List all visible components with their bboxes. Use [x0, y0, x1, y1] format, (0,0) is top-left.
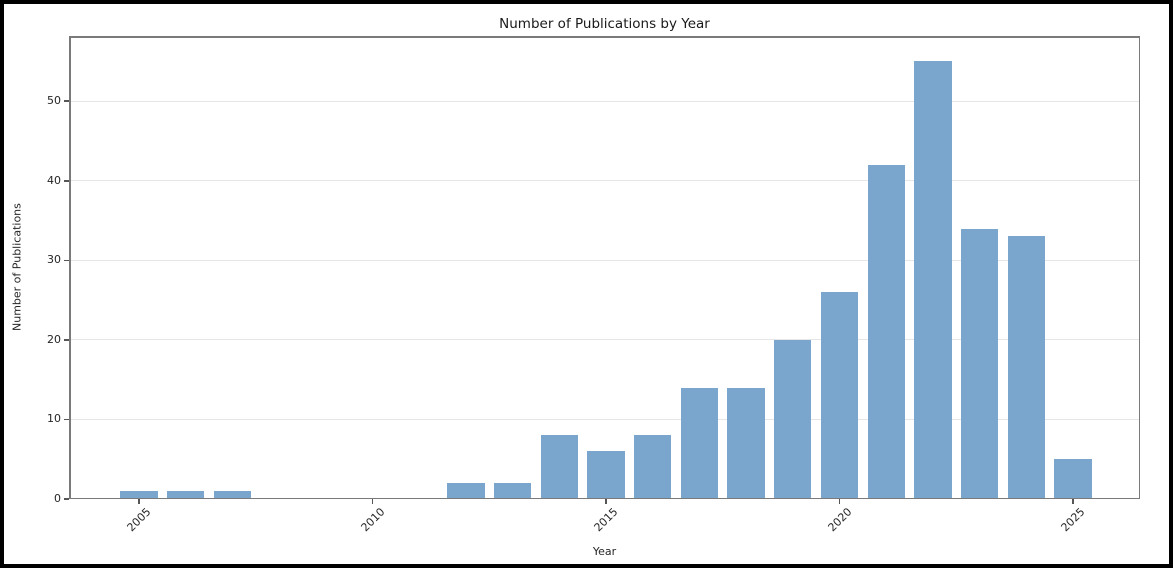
- y-gridline: [69, 259, 1140, 261]
- y-gridline: [69, 339, 1140, 341]
- bar-2005: [120, 491, 158, 499]
- x-tick-label: 2020: [824, 505, 854, 535]
- chart-title: Number of Publications by Year: [499, 16, 710, 32]
- bar-2015: [587, 451, 625, 499]
- y-gridline: [69, 100, 1140, 102]
- bar-2019: [774, 339, 812, 499]
- x-tick-mark: [605, 499, 607, 504]
- bar-2023: [960, 228, 999, 499]
- bar-2012: [447, 483, 485, 499]
- y-tick-label: 30: [47, 253, 61, 267]
- spine-left: [69, 36, 71, 499]
- y-gridline: [69, 418, 1140, 420]
- bar-2022: [914, 61, 952, 499]
- y-tick-mark: [64, 259, 69, 262]
- y-tick-label: 0: [54, 492, 61, 505]
- bar-2013: [493, 483, 532, 499]
- bar-2024: [1007, 236, 1045, 499]
- y-tick-mark: [64, 100, 69, 102]
- y-tick-label: 50: [47, 94, 61, 108]
- x-tick-label: 2015: [591, 505, 621, 535]
- bar-2007: [213, 491, 252, 499]
- y-tick-mark: [64, 339, 69, 341]
- y-tick-label: 40: [47, 173, 61, 187]
- bar-2021: [867, 164, 905, 499]
- x-tick-label: 2025: [1058, 505, 1088, 535]
- x-tick-mark: [138, 499, 140, 504]
- x-tick-mark: [371, 499, 374, 504]
- y-tick-mark: [64, 418, 69, 421]
- bar-2017: [680, 387, 719, 499]
- bar-2020: [820, 292, 859, 499]
- spine-bottom: [69, 497, 1140, 499]
- x-tick-mark: [838, 499, 841, 504]
- bar-2006: [167, 491, 205, 499]
- bar-2025: [1054, 459, 1092, 499]
- plot-area: [69, 36, 1140, 499]
- y-tick-mark: [64, 180, 69, 182]
- x-tick-label: 2010: [357, 505, 387, 535]
- x-tick-label: 2005: [124, 505, 154, 535]
- bar-2018: [727, 387, 765, 499]
- y-tick-label: 10: [47, 412, 61, 426]
- y-gridline: [69, 180, 1140, 182]
- x-tick-mark: [1072, 499, 1074, 504]
- y-tick-label: 20: [47, 332, 61, 346]
- spine-top: [69, 36, 1140, 38]
- bar-2016: [634, 435, 672, 499]
- bar-2014: [540, 435, 578, 499]
- x-axis-label: Year: [592, 545, 617, 558]
- y-tick-mark: [64, 498, 69, 500]
- spine-right: [1138, 36, 1140, 499]
